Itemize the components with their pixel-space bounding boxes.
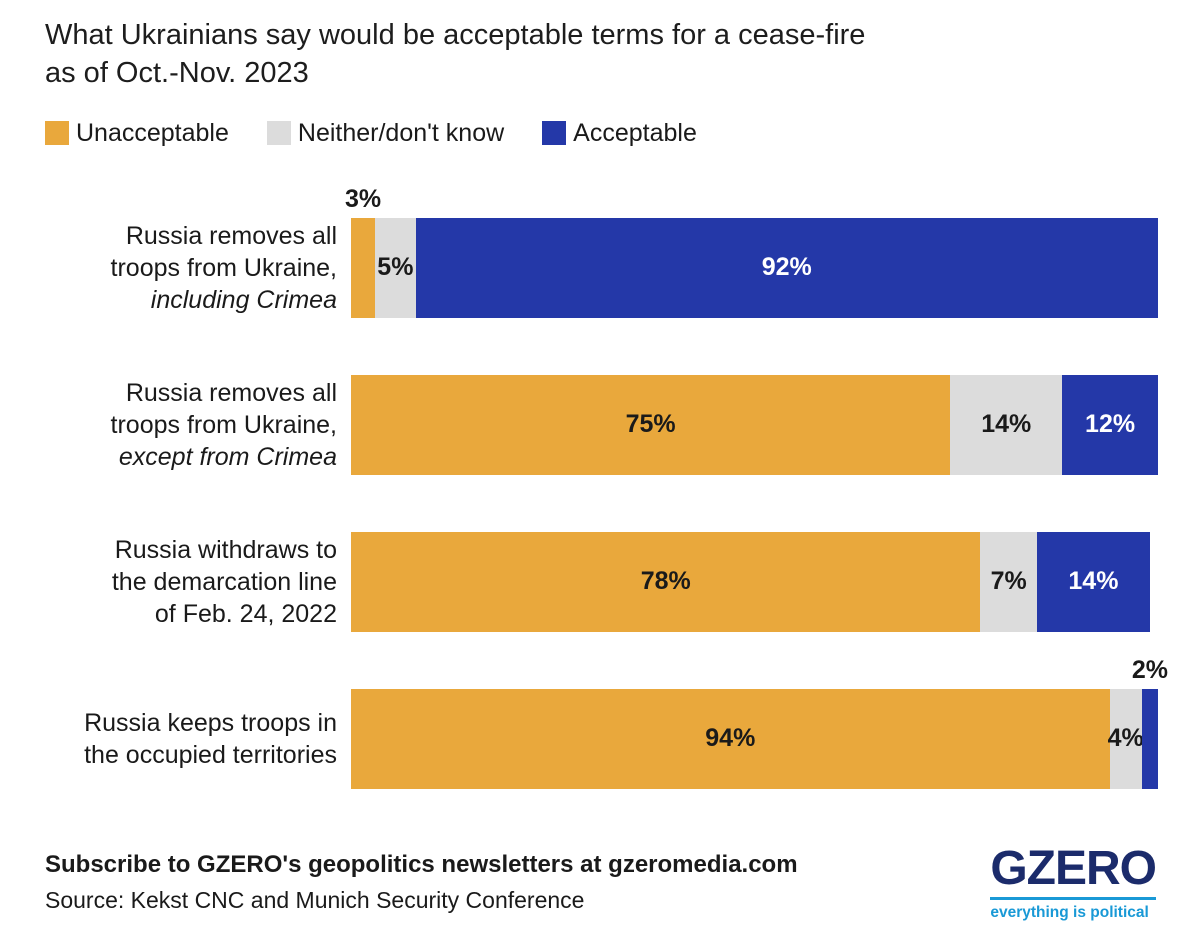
bar-segment-acceptable: 12% xyxy=(1062,374,1159,475)
chart-title: What Ukrainians say would be acceptable … xyxy=(45,16,1158,93)
value-label: 92% xyxy=(761,253,812,282)
category-label-line: the occupied territories xyxy=(84,740,337,769)
legend-swatch-acceptable xyxy=(542,121,567,146)
logo-tagline: everything is political xyxy=(990,903,1149,921)
category-label: Russia withdraws to the demarcation line o… xyxy=(45,534,337,630)
category-label-line: Russia removes all xyxy=(125,221,337,250)
value-label: 14% xyxy=(1068,567,1119,596)
category-label: Russia keeps troops in the occupied terri… xyxy=(45,707,337,771)
value-label: 75% xyxy=(625,410,676,439)
value-label: 94% xyxy=(705,724,756,753)
legend-item-acceptable: Acceptable xyxy=(542,119,697,148)
category-label-line: Russia keeps troops in xyxy=(84,708,337,737)
bar-segment-unacceptable xyxy=(351,217,376,318)
category-label-line: troops from Ukraine, xyxy=(110,253,337,282)
gzero-logo-text: GZERO xyxy=(990,841,1157,895)
chart-rows: Russia removes all troops from Ukraine, in… xyxy=(45,185,1168,789)
footer-text: Subscribe to GZERO's geopolitics newslet… xyxy=(45,851,798,914)
stacked-bar: 94% 4% 2% xyxy=(351,656,1168,789)
stacked-bar: 78% 7% 14% xyxy=(351,531,1158,632)
chart-title-line2: as of Oct.-Nov. 2023 xyxy=(45,57,309,90)
legend-label-unacceptable: Unacceptable xyxy=(76,118,229,147)
chart-row: Russia keeps troops in the occupied terri… xyxy=(45,656,1168,789)
category-label-line: of Feb. 24, 2022 xyxy=(154,599,337,628)
legend-item-neither: Neither/don't know xyxy=(266,118,505,148)
value-label-above: 3% xyxy=(345,184,382,213)
category-label-line: Russia removes all xyxy=(125,378,337,407)
stacked-bar: 75% 14% 12% xyxy=(351,374,1159,475)
bar-segment-neither-don-t-know: 5% xyxy=(375,217,416,318)
legend: Unacceptable Neither/don't know Acceptab… xyxy=(45,119,1158,148)
chart-title-line1: What Ukrainians say would be acceptable … xyxy=(45,19,866,51)
logo-underline xyxy=(990,896,1156,900)
bar-segment-acceptable xyxy=(1141,688,1158,789)
source-text: Source: Kekst CNC and Munich Security Co… xyxy=(45,886,585,913)
bar-segment-unacceptable: 78% xyxy=(351,531,981,632)
legend-label-acceptable: Acceptable xyxy=(573,118,697,147)
footer: Subscribe to GZERO's geopolitics newslet… xyxy=(45,844,1158,922)
legend-swatch-unacceptable xyxy=(45,121,69,146)
legend-item-unacceptable: Unacceptable xyxy=(45,119,229,148)
bar-segment-unacceptable: 75% xyxy=(351,374,951,475)
category-label: Russia removes all troops from Ukraine, ex… xyxy=(45,377,337,473)
bar-segment-neither-don-t-know: 14% xyxy=(950,374,1063,475)
category-label-line: including Crimea xyxy=(150,285,337,314)
bar-segment-acceptable: 14% xyxy=(1036,531,1150,632)
category-label: Russia removes all troops from Ukraine, in… xyxy=(45,220,337,316)
category-label-line: troops from Ukraine, xyxy=(110,410,337,439)
value-label: 12% xyxy=(1085,410,1136,439)
chart-row: Russia removes all troops from Ukraine, in… xyxy=(45,185,1158,318)
subscribe-text: Subscribe to GZERO's geopolitics newslet… xyxy=(45,850,798,878)
bar-segment-acceptable: 92% xyxy=(415,217,1158,318)
stacked-bar-chart: Russia removes all troops from Ukraine, in… xyxy=(45,185,1168,789)
value-label: 7% xyxy=(990,567,1027,596)
category-label-line: Russia withdraws to xyxy=(114,535,337,564)
value-label-above: 2% xyxy=(1131,655,1168,684)
bar-segment-neither-don-t-know: 7% xyxy=(980,531,1037,632)
value-label: 78% xyxy=(640,567,691,596)
legend-label-neither: Neither/don't know xyxy=(297,118,505,147)
chart-row: Russia removes all troops from Ukraine, ex… xyxy=(45,374,1159,475)
chart-row: Russia withdraws to the demarcation line o… xyxy=(45,531,1158,632)
category-label-line: except from Crimea xyxy=(118,442,337,471)
value-label: 4% xyxy=(1107,724,1144,753)
bar-segment-neither-don-t-know: 4% xyxy=(1107,688,1144,789)
stacked-bar: 3% 5% 92% xyxy=(345,185,1158,318)
legend-swatch-neither xyxy=(266,121,291,146)
value-label: 5% xyxy=(377,253,414,282)
value-label: 14% xyxy=(981,410,1032,439)
gzero-logo: GZERO everything is political xyxy=(990,841,1157,922)
bar-segment-unacceptable: 94% xyxy=(351,688,1110,789)
category-label-line: the demarcation line xyxy=(111,567,337,596)
